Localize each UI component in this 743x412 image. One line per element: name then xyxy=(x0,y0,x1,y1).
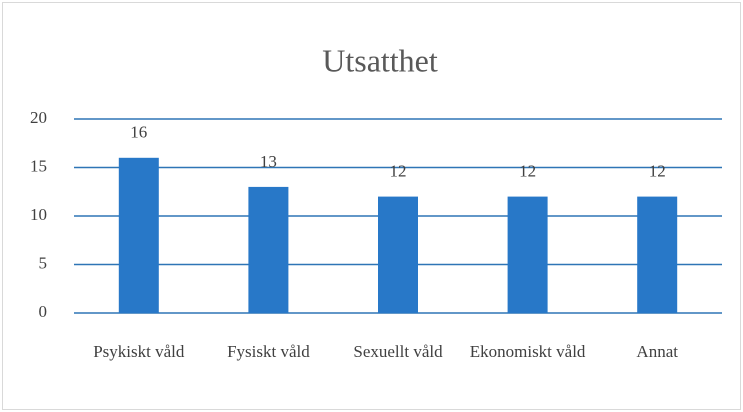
y-tick-label: 20 xyxy=(30,108,47,127)
x-tick-label: Ekonomiskt våld xyxy=(470,342,586,361)
bar xyxy=(118,157,159,313)
data-label: 12 xyxy=(390,162,407,181)
x-tick-label: Fysiskt våld xyxy=(227,342,310,361)
x-tick-label: Sexuellt våld xyxy=(353,342,443,361)
y-tick-label: 10 xyxy=(30,205,47,224)
y-tick-label: 5 xyxy=(39,253,48,272)
data-label: 16 xyxy=(130,123,147,142)
data-label: 12 xyxy=(649,162,666,181)
data-label: 13 xyxy=(260,152,277,171)
y-tick-label: 0 xyxy=(39,302,48,321)
bar xyxy=(507,196,548,313)
bar xyxy=(248,186,289,313)
chart-title: Utsatthet xyxy=(322,42,438,78)
data-label: 12 xyxy=(519,162,536,181)
x-tick-label: Annat xyxy=(636,342,678,361)
bar xyxy=(378,196,418,313)
x-tick-label: Psykiskt våld xyxy=(93,342,185,361)
bar xyxy=(637,196,678,313)
y-tick-label: 15 xyxy=(30,156,47,175)
